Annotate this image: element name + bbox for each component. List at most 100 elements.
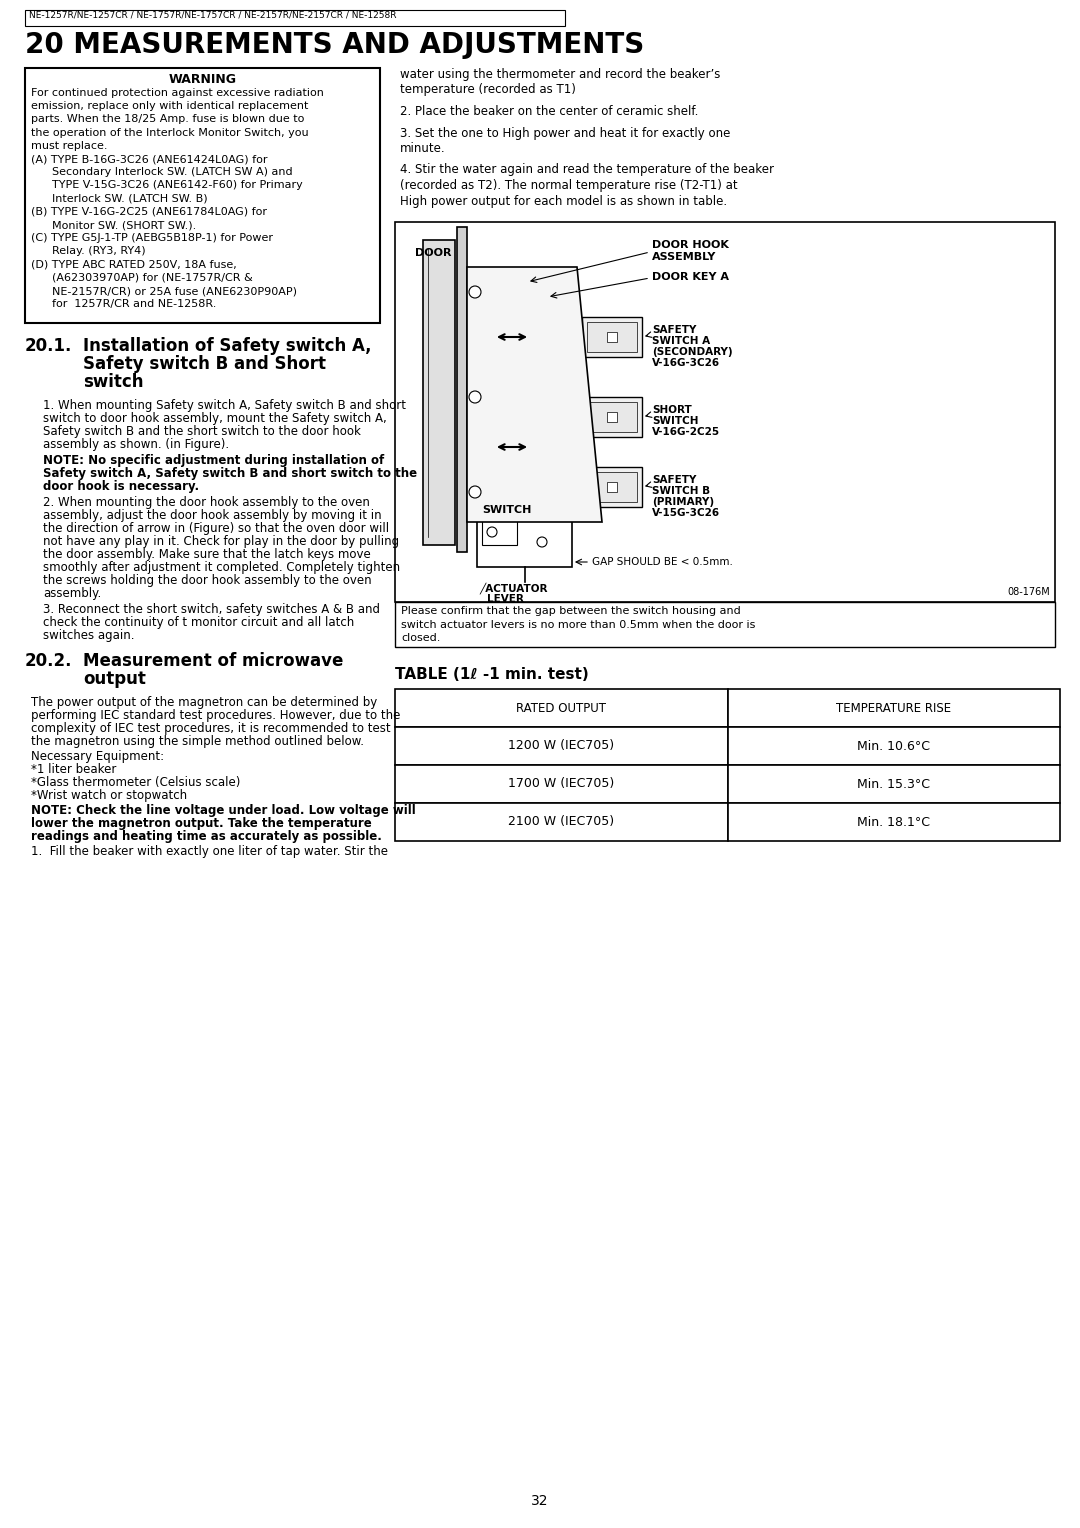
Text: (B) TYPE V-16G-2C25 (ANE61784L0AG) for: (B) TYPE V-16G-2C25 (ANE61784L0AG) for (31, 206, 267, 217)
Circle shape (487, 527, 497, 536)
Text: Necessary Equipment:: Necessary Equipment: (31, 750, 164, 762)
Text: Relay. (RY3, RY4): Relay. (RY3, RY4) (31, 246, 146, 257)
Text: SWITCH B: SWITCH B (652, 486, 711, 497)
Text: 20 MEASUREMENTS AND ADJUSTMENTS: 20 MEASUREMENTS AND ADJUSTMENTS (25, 31, 645, 60)
Text: Interlock SW. (LATCH SW. B): Interlock SW. (LATCH SW. B) (31, 194, 207, 203)
Text: minute.: minute. (400, 142, 446, 154)
Text: V-16G-3C26: V-16G-3C26 (652, 358, 720, 368)
Text: SWITCH: SWITCH (652, 416, 699, 426)
Text: complexity of IEC test procedures, it is recommended to test: complexity of IEC test procedures, it is… (31, 723, 391, 735)
Text: *1 liter beaker: *1 liter beaker (31, 762, 117, 776)
Text: RATED OUTPUT: RATED OUTPUT (516, 701, 606, 715)
Text: 1.  Fill the beaker with exactly one liter of tap water. Stir the: 1. Fill the beaker with exactly one lite… (31, 845, 388, 859)
Bar (588, 402, 637, 432)
Bar (728, 766, 1059, 804)
Bar (607, 481, 617, 492)
Bar (395, 804, 728, 840)
Text: parts. When the 18/25 Amp. fuse is blown due to: parts. When the 18/25 Amp. fuse is blown… (31, 115, 305, 124)
Text: High power output for each model is as shown in table.: High power output for each model is as s… (400, 194, 727, 208)
Bar (607, 413, 617, 422)
Bar (607, 332, 617, 342)
Text: TYPE V-15G-3C26 (ANE6142-F60) for Primary: TYPE V-15G-3C26 (ANE6142-F60) for Primar… (31, 180, 302, 191)
Text: Monitor SW. (SHORT SW.).: Monitor SW. (SHORT SW.). (31, 220, 197, 231)
Text: Min. 18.1°C: Min. 18.1°C (858, 816, 930, 828)
Text: assembly.: assembly. (43, 587, 102, 601)
Text: lower the magnetron output. Take the temperature: lower the magnetron output. Take the tem… (31, 817, 372, 830)
Text: Safety switch B and the short switch to the door hook: Safety switch B and the short switch to … (43, 425, 361, 439)
Bar (588, 322, 637, 351)
Text: for  1257R/CR and NE-1258R.: for 1257R/CR and NE-1258R. (31, 299, 216, 309)
Text: GAP SHOULD BE < 0.5mm.: GAP SHOULD BE < 0.5mm. (592, 558, 733, 567)
Bar (482, 520, 517, 545)
Text: *Glass thermometer (Celsius scale): *Glass thermometer (Celsius scale) (31, 776, 241, 788)
Bar (423, 240, 455, 545)
Text: Min. 10.6°C: Min. 10.6°C (858, 740, 930, 752)
Text: Safety switch B and Short: Safety switch B and Short (83, 354, 326, 373)
Text: closed.: closed. (401, 633, 441, 643)
Text: check the continuity of t monitor circuit and all latch: check the continuity of t monitor circui… (43, 616, 354, 630)
Text: DOOR KEY A: DOOR KEY A (652, 272, 729, 283)
Text: Min. 15.3°C: Min. 15.3°C (858, 778, 930, 790)
Bar (395, 602, 1055, 646)
Text: 20.1.: 20.1. (25, 338, 72, 354)
Text: Installation of Safety switch A,: Installation of Safety switch A, (83, 338, 372, 354)
Text: switch to door hook assembly, mount the Safety switch A,: switch to door hook assembly, mount the … (43, 413, 387, 425)
Polygon shape (467, 267, 602, 523)
Text: WARNING: WARNING (168, 73, 237, 86)
Text: assembly as shown. (in Figure).: assembly as shown. (in Figure). (43, 439, 229, 451)
Text: Please confirm that the gap between the switch housing and: Please confirm that the gap between the … (401, 607, 741, 616)
Circle shape (537, 536, 546, 547)
Text: output: output (83, 669, 146, 688)
Text: NOTE: No specific adjustment during installation of: NOTE: No specific adjustment during inst… (43, 454, 384, 468)
Text: NE-1257R/NE-1257CR / NE-1757R/NE-1757CR / NE-2157R/NE-2157CR / NE-1258R: NE-1257R/NE-1257CR / NE-1757R/NE-1757CR … (29, 11, 396, 20)
Bar (457, 228, 467, 552)
Text: The power output of the magnetron can be determined by: The power output of the magnetron can be… (31, 695, 377, 709)
Text: the operation of the Interlock Monitor Switch, you: the operation of the Interlock Monitor S… (31, 128, 309, 138)
Bar (582, 468, 642, 507)
Text: ╱ACTUATOR: ╱ACTUATOR (480, 582, 548, 594)
Text: the screws holding the door hook assembly to the oven: the screws holding the door hook assembl… (43, 575, 372, 587)
Text: 08-176M: 08-176M (1008, 587, 1050, 597)
Text: V-16G-2C25: V-16G-2C25 (652, 426, 720, 437)
Bar (728, 727, 1059, 766)
Bar (728, 804, 1059, 840)
Text: LEVER: LEVER (487, 594, 524, 604)
Text: SAFETY: SAFETY (652, 325, 697, 335)
Text: 2. When mounting the door hook assembly to the oven: 2. When mounting the door hook assembly … (43, 497, 369, 509)
Text: Measurement of microwave: Measurement of microwave (83, 652, 343, 669)
Text: emission, replace only with identical replacement: emission, replace only with identical re… (31, 101, 309, 112)
Text: water using the thermometer and record the beaker’s: water using the thermometer and record t… (400, 69, 720, 81)
Text: SWITCH A: SWITCH A (652, 336, 711, 345)
Text: TEMPERATURE RISE: TEMPERATURE RISE (836, 701, 951, 715)
Text: switches again.: switches again. (43, 630, 135, 642)
Text: V-15G-3C26: V-15G-3C26 (652, 507, 720, 518)
Text: (A62303970AP) for (NE-1757R/CR &: (A62303970AP) for (NE-1757R/CR & (31, 274, 253, 283)
Text: SWITCH: SWITCH (482, 504, 531, 515)
Text: the door assembly. Make sure that the latch keys move: the door assembly. Make sure that the la… (43, 549, 370, 561)
Bar (25, 69, 380, 322)
Bar (395, 689, 728, 727)
Text: NE-2157R/CR) or 25A fuse (ANE6230P90AP): NE-2157R/CR) or 25A fuse (ANE6230P90AP) (31, 286, 297, 296)
Text: smoothly after adjustment it completed. Completely tighten: smoothly after adjustment it completed. … (43, 561, 400, 575)
Text: 1700 W (IEC705): 1700 W (IEC705) (508, 778, 615, 790)
Text: 1. When mounting Safety switch A, Safety switch B and short: 1. When mounting Safety switch A, Safety… (43, 399, 406, 413)
Text: must replace.: must replace. (31, 141, 108, 151)
Text: 20.2.: 20.2. (25, 652, 72, 669)
Text: Secondary Interlock SW. (LATCH SW A) and: Secondary Interlock SW. (LATCH SW A) and (31, 167, 293, 177)
Circle shape (469, 286, 481, 298)
Text: 3. Set the one to High power and heat it for exactly one: 3. Set the one to High power and heat it… (400, 127, 730, 139)
Text: readings and heating time as accurately as possible.: readings and heating time as accurately … (31, 830, 382, 843)
Text: SHORT: SHORT (652, 405, 692, 416)
Text: (PRIMARY): (PRIMARY) (652, 497, 714, 507)
Bar (588, 472, 637, 503)
Circle shape (469, 391, 481, 403)
Text: 3. Reconnect the short switch, safety switches A & B and: 3. Reconnect the short switch, safety sw… (43, 604, 380, 616)
Text: For continued protection against excessive radiation: For continued protection against excessi… (31, 89, 324, 98)
Text: not have any play in it. Check for play in the door by pulling: not have any play in it. Check for play … (43, 535, 400, 549)
Bar (395, 727, 728, 766)
Text: door hook is necessary.: door hook is necessary. (43, 480, 199, 494)
Text: the magnetron using the simple method outlined below.: the magnetron using the simple method ou… (31, 735, 364, 749)
Text: 2100 W (IEC705): 2100 W (IEC705) (509, 816, 615, 828)
Text: (A) TYPE B-16G-3C26 (ANE61424L0AG) for: (A) TYPE B-16G-3C26 (ANE61424L0AG) for (31, 154, 268, 163)
Text: the direction of arrow in (Figure) so that the oven door will: the direction of arrow in (Figure) so th… (43, 523, 389, 535)
